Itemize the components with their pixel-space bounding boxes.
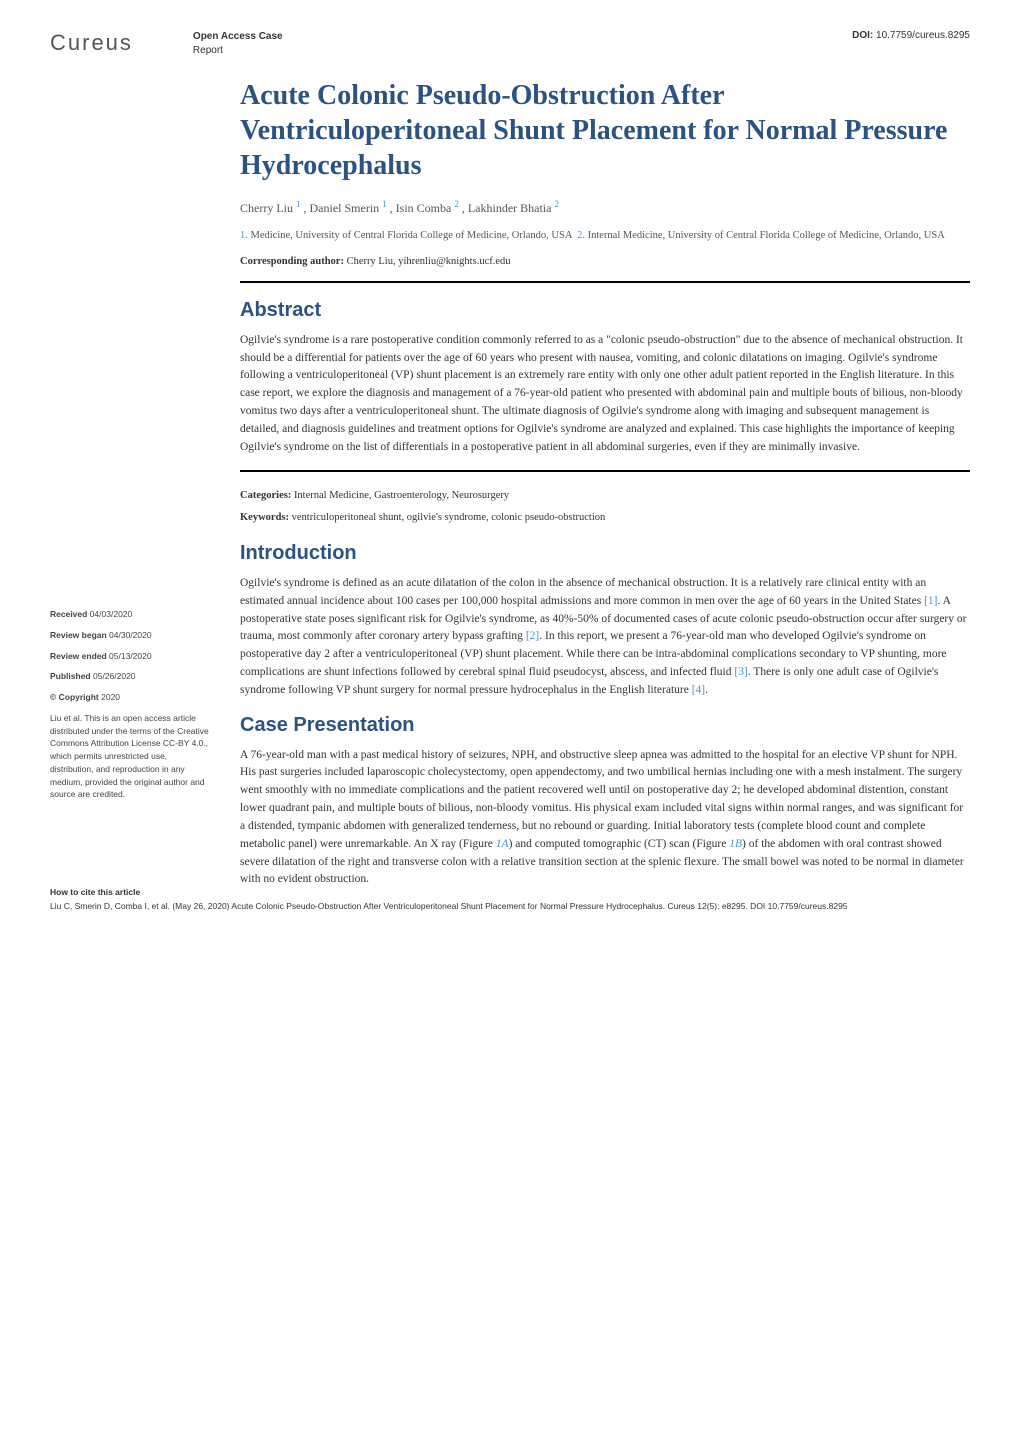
footer-citation: How to cite this article Liu C, Smerin D… <box>50 887 970 913</box>
footer-heading: How to cite this article <box>50 887 970 899</box>
doi-value: 10.7759/cureus.8295 <box>876 30 970 41</box>
article-title: Acute Colonic Pseudo-Obstruction After V… <box>240 78 970 183</box>
received-date: 04/03/2020 <box>87 609 132 619</box>
copyright-text: Liu et al. This is an open access articl… <box>50 712 210 801</box>
corresponding-author: Corresponding author: Cherry Liu, yihren… <box>240 256 970 267</box>
introduction-text: Ogilvie's syndrome is defined as an acut… <box>240 575 970 700</box>
divider <box>240 281 970 283</box>
keywords-row: Keywords: ventriculoperitoneal shunt, og… <box>240 510 970 526</box>
categories-label: Categories: <box>240 490 291 501</box>
published-date: 05/26/2020 <box>91 671 136 681</box>
corresponding-label: Corresponding author: <box>240 256 344 267</box>
article-type-line2: Report <box>193 44 283 58</box>
sidebar: Received 04/03/2020 Review began 04/30/2… <box>50 78 210 903</box>
review-ended-label: Review ended <box>50 651 107 661</box>
copyright-label: © Copyright <box>50 692 99 702</box>
review-began-row: Review began 04/30/2020 <box>50 629 210 642</box>
journal-logo: Cureus <box>50 30 133 56</box>
published-label: Published <box>50 671 91 681</box>
categories-text: Internal Medicine, Gastroenterology, Neu… <box>291 490 509 501</box>
article-type: Open Access Case Report <box>193 30 283 58</box>
divider <box>240 470 970 472</box>
keywords-text: ventriculoperitoneal shunt, ogilvie's sy… <box>289 512 605 523</box>
keywords-label: Keywords: <box>240 512 289 523</box>
article-type-line1: Open Access Case <box>193 30 283 44</box>
footer-text: Liu C, Smerin D, Comba I, et al. (May 26… <box>50 901 970 913</box>
case-presentation-heading: Case Presentation <box>240 714 970 737</box>
review-ended-date: 05/13/2020 <box>107 651 152 661</box>
categories-row: Categories: Internal Medicine, Gastroent… <box>240 488 970 504</box>
copyright-year: 2020 <box>99 692 120 702</box>
doi-label: DOI: <box>852 30 873 41</box>
corresponding-text: Cherry Liu, yihrenliu@knights.ucf.edu <box>344 256 511 267</box>
review-began-label: Review began <box>50 630 107 640</box>
review-began-date: 04/30/2020 <box>107 630 152 640</box>
published-row: Published 05/26/2020 <box>50 670 210 683</box>
affiliations: 1. Medicine, University of Central Flori… <box>240 228 970 244</box>
received-row: Received 04/03/2020 <box>50 608 210 621</box>
case-presentation-text: A 76-year-old man with a past medical hi… <box>240 747 970 890</box>
review-ended-row: Review ended 05/13/2020 <box>50 650 210 663</box>
main-content: Acute Colonic Pseudo-Obstruction After V… <box>240 78 970 903</box>
copyright-row: © Copyright 2020 <box>50 691 210 704</box>
abstract-heading: Abstract <box>240 299 970 322</box>
received-label: Received <box>50 609 87 619</box>
page-header: Cureus Open Access Case Report DOI: 10.7… <box>50 30 970 58</box>
doi-block: DOI: 10.7759/cureus.8295 <box>852 30 970 41</box>
abstract-text: Ogilvie's syndrome is a rare postoperati… <box>240 332 970 457</box>
introduction-heading: Introduction <box>240 542 970 565</box>
authors: Cherry Liu 1 , Daniel Smerin 1 , Isin Co… <box>240 199 970 216</box>
